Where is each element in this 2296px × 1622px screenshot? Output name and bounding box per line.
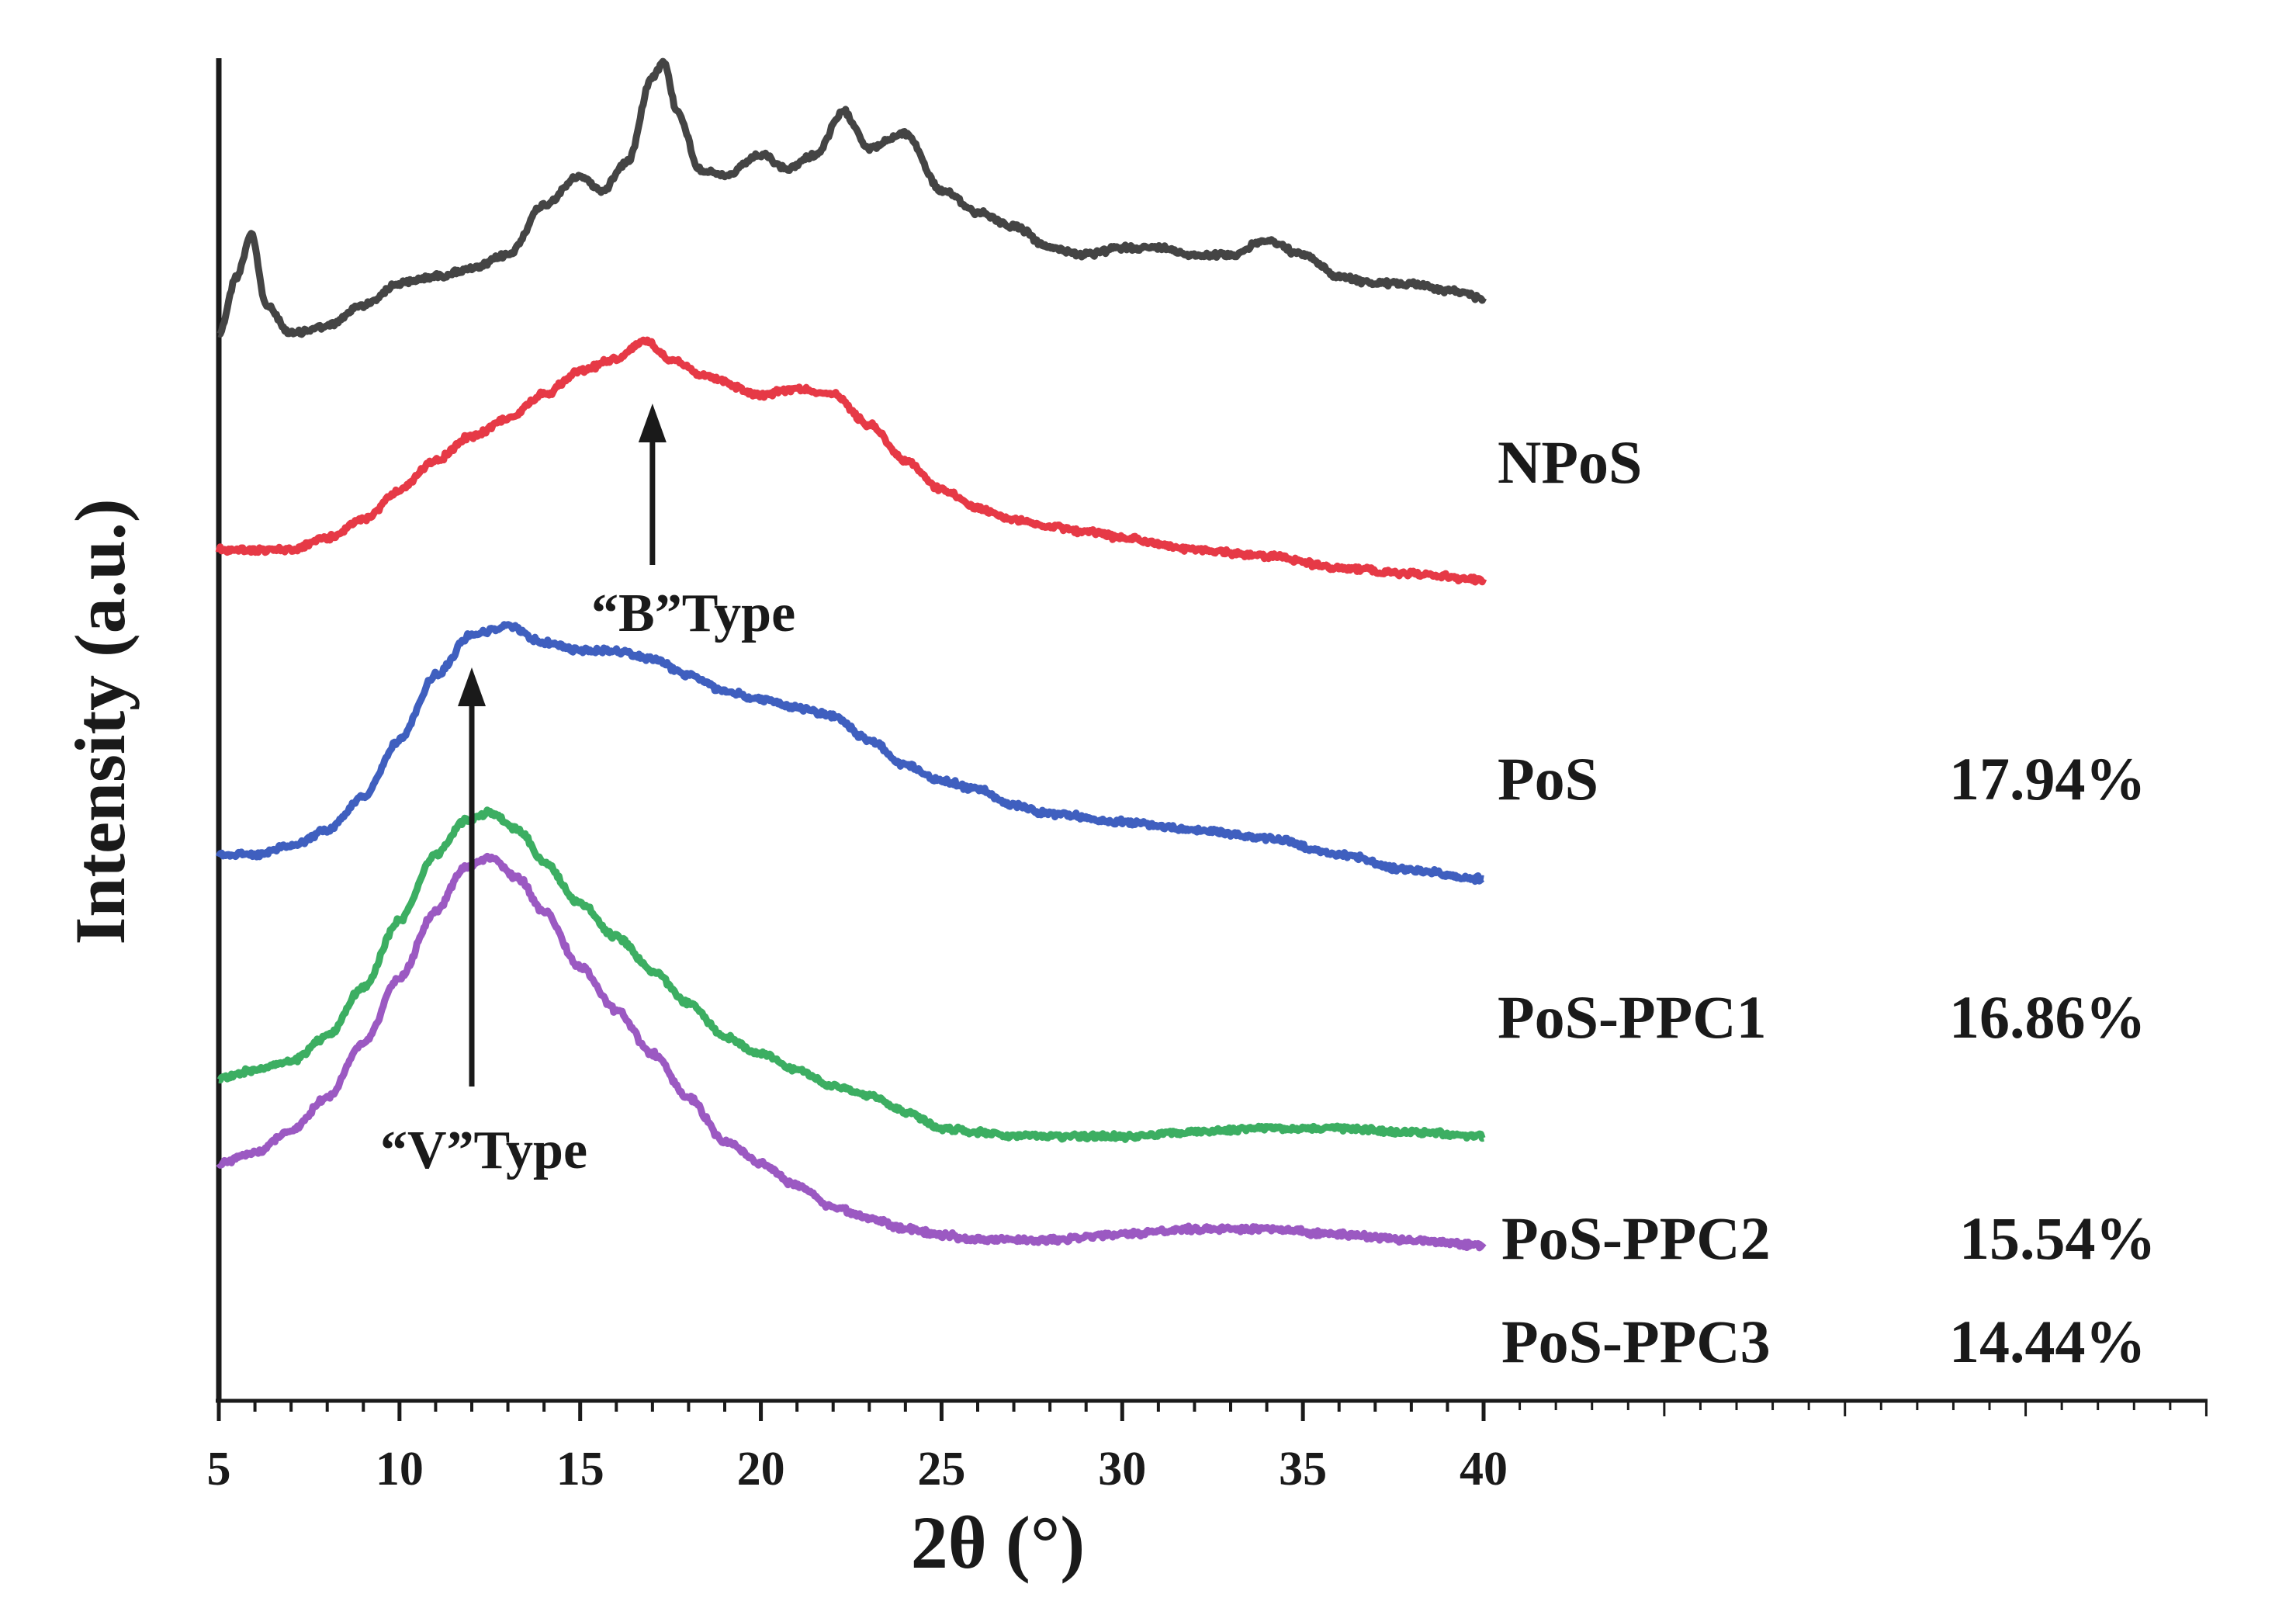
x-axis-title: 2θ (°) <box>911 1501 1085 1584</box>
v-type-arrow-head <box>458 667 486 706</box>
series-layer <box>215 57 1487 1252</box>
crystallinity-pos-ppc2: 15.54% <box>1959 1204 2156 1272</box>
annotation-b-type: “B”Type <box>591 404 795 643</box>
b-type-label: “B”Type <box>591 584 795 643</box>
series-line-pos-ppc3 <box>216 852 1487 1252</box>
crystallinity-pos: 17.94% <box>1949 745 2146 813</box>
series-label-pos-ppc1: PoS-PPC1 <box>1498 983 1767 1051</box>
v-type-label: “V”Type <box>380 1121 587 1180</box>
y-axis-title: Intensity (a.u.) <box>61 498 140 944</box>
x-tick-label: 20 <box>737 1443 785 1495</box>
series-label-npos: NPoS <box>1498 428 1642 496</box>
crystallinity-pos-ppc1: 16.86% <box>1949 983 2146 1051</box>
series-line-pos-ppc2 <box>216 806 1486 1143</box>
crystallinity-pos-ppc3: 14.44% <box>1949 1308 2146 1375</box>
x-tick-label: 5 <box>207 1443 231 1495</box>
series-label-pos-ppc3: PoS-PPC3 <box>1501 1308 1771 1375</box>
x-tick-label: 40 <box>1460 1443 1508 1495</box>
series-label-pos: PoS <box>1498 745 1598 813</box>
x-tick-label: 30 <box>1098 1443 1146 1495</box>
series-line-npos <box>216 57 1487 338</box>
x-tick-label: 25 <box>917 1443 965 1495</box>
x-tick-label: 15 <box>556 1443 604 1495</box>
series-line-pos-ppc1 <box>215 621 1486 886</box>
x-tick-label: 10 <box>376 1443 424 1495</box>
series-label-pos-ppc2: PoS-PPC2 <box>1501 1204 1771 1272</box>
annotation-v-type: “V”Type <box>380 667 587 1180</box>
x-axis-ticks: 5 10 15 20 25 30 35 40 <box>207 1401 2208 1495</box>
b-type-arrow-head <box>638 404 667 442</box>
x-tick-label: 35 <box>1279 1443 1327 1495</box>
series-line-pos <box>215 336 1487 586</box>
